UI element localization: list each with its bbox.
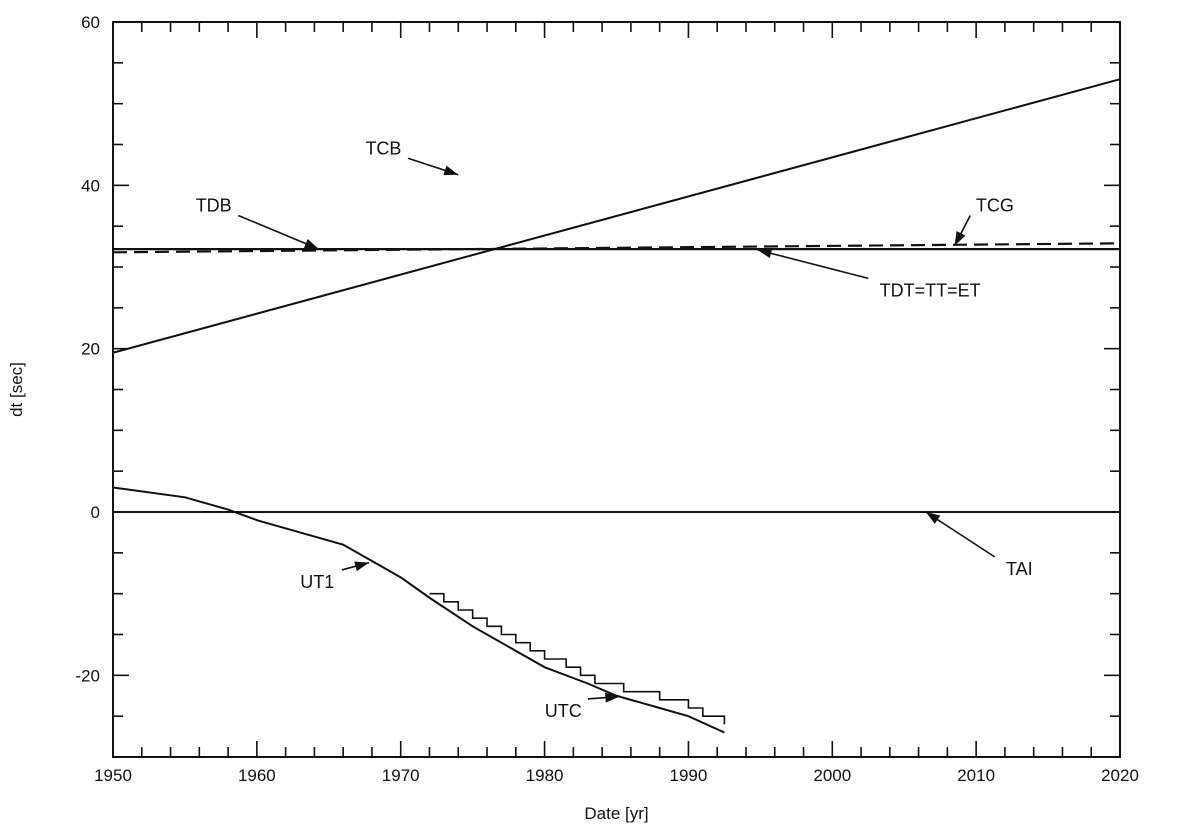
y-tick-label: 20 — [81, 340, 100, 359]
annotation-arrowhead — [354, 561, 370, 572]
annotation-label: TCG — [976, 195, 1014, 215]
x-tick-label: 2010 — [957, 766, 995, 785]
annotation-arrowhead — [757, 248, 773, 259]
x-axis-title: Date [yr] — [584, 804, 648, 823]
x-tick-label: 1950 — [94, 766, 132, 785]
x-tick-label: 1970 — [382, 766, 420, 785]
series-line-tcb — [112, 78, 1121, 354]
x-tick-labels: 1950 1960 1970 1980 1990 2000 2010 2020 — [94, 766, 1139, 785]
y-tick-label: 0 — [91, 503, 100, 522]
y-tick-label: 40 — [81, 176, 100, 195]
annotation-arrowhead — [303, 239, 319, 250]
annotation-label: TAI — [1006, 559, 1033, 579]
y-tick-label: -20 — [75, 666, 100, 685]
y-axis-title: dt [sec] — [7, 362, 26, 417]
x-tick-label: 2000 — [813, 766, 851, 785]
y-tick-label: 60 — [81, 13, 100, 32]
annotation-arrowhead — [954, 231, 966, 246]
series-line-utc — [429, 592, 726, 725]
annotation-arrowhead — [925, 512, 941, 524]
annotations: TCB TDB TCG TDT=TT=ET TAI UT1 UTC — [196, 138, 1033, 721]
annotation-arrow-line — [757, 249, 869, 280]
annotation-label: TDB — [196, 195, 232, 215]
x-tick-label: 1980 — [526, 766, 564, 785]
series-line-tcg — [112, 242, 1121, 254]
series-line-ut1 — [112, 486, 725, 734]
annotation-label: UTC — [545, 701, 582, 721]
annotation-label: TCB — [365, 138, 401, 158]
y-tick-labels: -20 0 20 40 60 — [75, 13, 100, 685]
annotation-arrowhead — [443, 165, 459, 176]
annotation-label: UT1 — [300, 572, 334, 592]
tick-marks — [112, 21, 1121, 758]
series-lines — [112, 78, 1121, 734]
x-tick-label: 2020 — [1101, 766, 1139, 785]
x-tick-label: 1990 — [670, 766, 708, 785]
plot-frame — [112, 21, 1121, 758]
x-tick-label: 1960 — [238, 766, 276, 785]
annotation-label: TDT=TT=ET — [880, 280, 981, 300]
annotation-arrowhead — [605, 692, 620, 703]
annotation-arrow-line — [237, 214, 320, 250]
